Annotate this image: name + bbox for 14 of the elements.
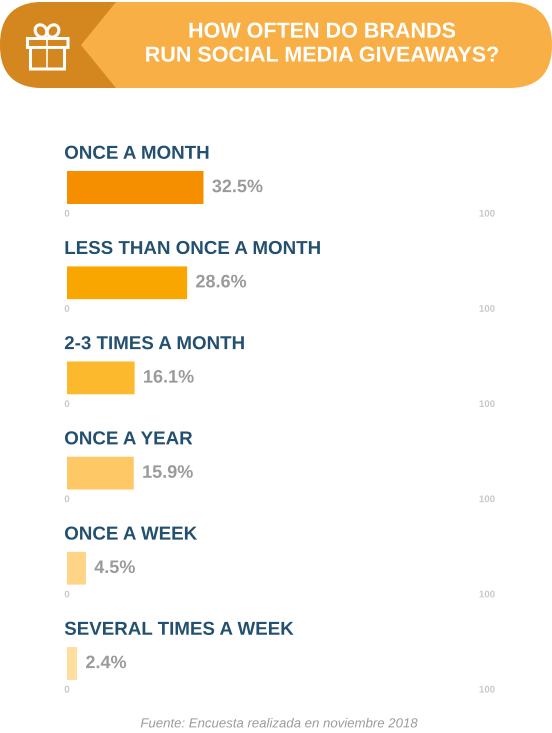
y-tick-label: ONCE A YEAR [64,431,192,445]
data-label: 4.5% [94,560,135,574]
y-tick-label: LESS THAN ONCE A MONTH [65,240,320,254]
data-label: 32.5% [212,180,263,192]
data-label: 16.1% [144,370,194,383]
data-label: 2.4% [86,656,126,668]
chart-title: HOW OFTEN DO BRANDS RUN SOCIAL MEDIA GIVEAWAYS? [146,22,498,62]
y-tick-label: 2-3 TIMES A MONTH [64,336,244,350]
data-label: 15.9% [143,465,193,478]
data-label: 28.6% [196,274,246,288]
y-tick-label: SEVERAL TIMES A WEEK [64,622,294,635]
source-note: Fuente: Encuesta realizada en noviembre 2018 [140,718,418,728]
y-tick-label: ONCE A WEEK [64,526,198,540]
y-tick-label: ONCE A MONTH [64,146,208,159]
